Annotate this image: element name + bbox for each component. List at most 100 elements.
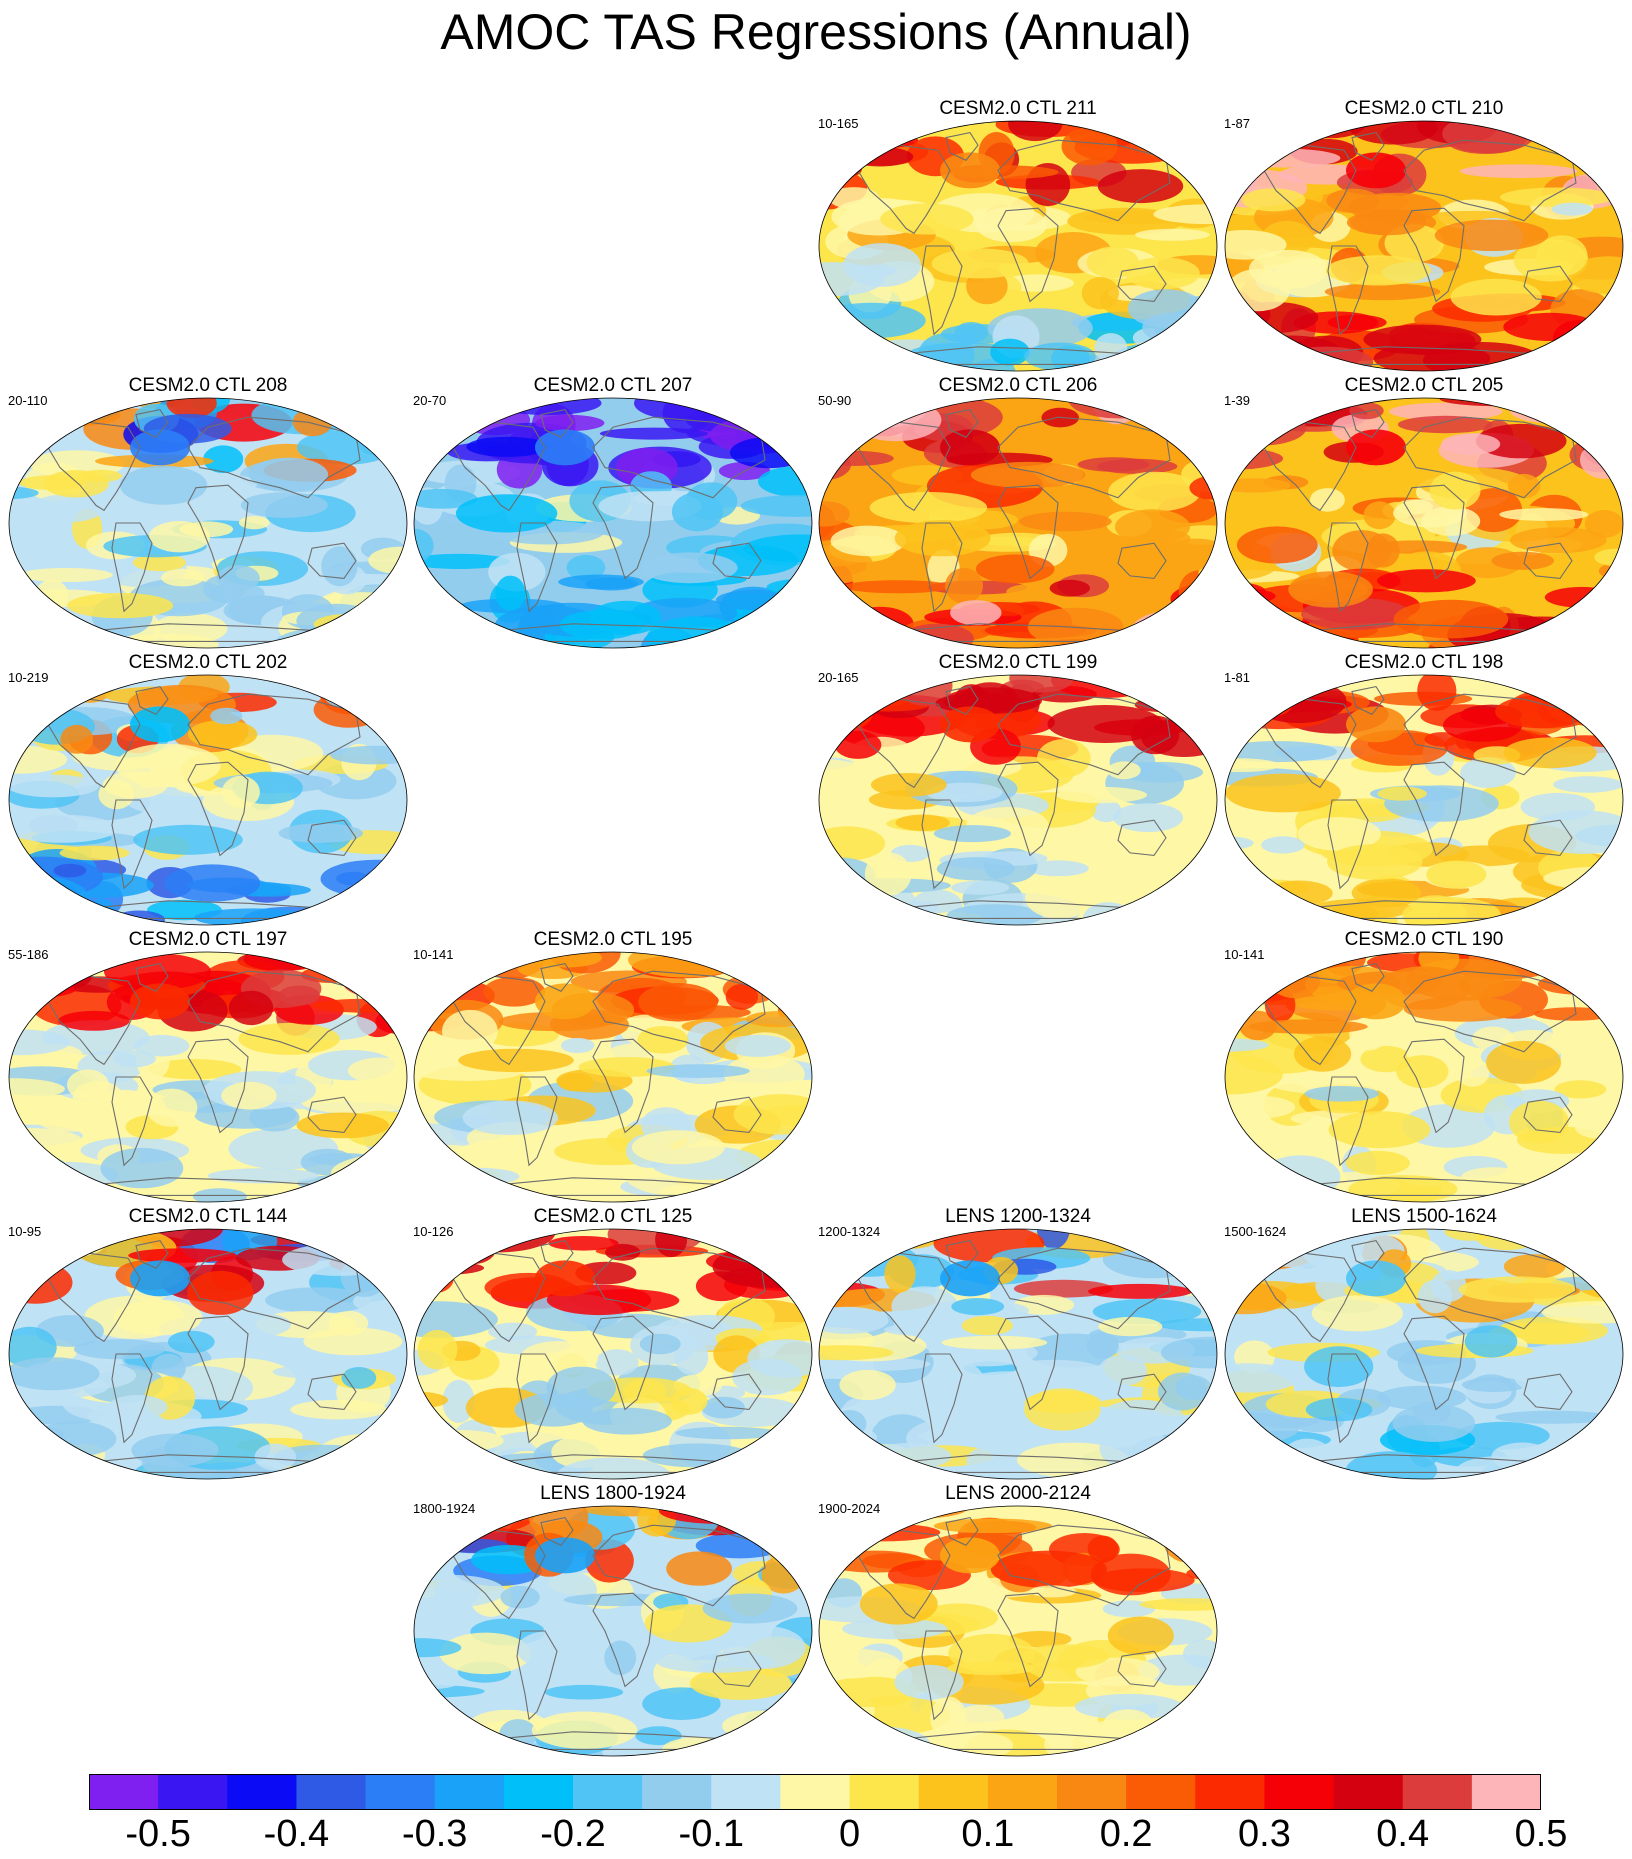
colorbar-tick-label: 0.3 xyxy=(1238,1813,1291,1855)
colorbar-swatch xyxy=(1471,1774,1541,1810)
map-plot xyxy=(818,1505,1218,1757)
colorbar-tick-label: -0.4 xyxy=(263,1813,330,1855)
map-panel: CESM2.0 CTL 190 10-141 xyxy=(1224,929,1624,1203)
colorbar-swatch xyxy=(918,1774,989,1810)
panel-title: CESM2.0 CTL 202 xyxy=(128,652,288,673)
map-plot xyxy=(413,951,813,1203)
panel-year-range: 1-87 xyxy=(1224,116,1251,131)
panel-year-range: 1800-1924 xyxy=(413,1501,476,1516)
colorbar-swatch xyxy=(1057,1774,1127,1810)
panel-year-range: 55-186 xyxy=(8,947,49,962)
panel-title: CESM2.0 CTL 205 xyxy=(1344,375,1504,396)
colorbar-tick-label: 0.2 xyxy=(1099,1813,1153,1855)
map-plot xyxy=(1224,1228,1624,1480)
colorbar-swatch xyxy=(434,1774,505,1810)
map-panel: CESM2.0 CTL 205 1-39 xyxy=(1224,375,1624,649)
panel-year-range: 20-110 xyxy=(8,393,48,408)
panel-year-range: 1-81 xyxy=(1224,670,1251,685)
panel-year-range: 10-141 xyxy=(1224,947,1265,962)
colorbar-tick-label: -0.2 xyxy=(540,1813,606,1855)
panel-title: CESM2.0 CTL 144 xyxy=(128,1206,288,1227)
panel-year-range: 1-39 xyxy=(1224,393,1251,408)
colorbar-tick-label: -0.5 xyxy=(125,1813,191,1855)
colorbar-swatch xyxy=(573,1774,643,1810)
panel-year-range: 20-165 xyxy=(818,670,859,685)
map-panel: LENS 1200-1324 1200-1324 xyxy=(818,1206,1218,1480)
panel-year-range: 10-141 xyxy=(413,947,454,962)
panel-title: CESM2.0 CTL 125 xyxy=(533,1206,693,1227)
colorbar-swatch xyxy=(89,1774,159,1810)
panel-title: CESM2.0 CTL 190 xyxy=(1344,929,1504,950)
panel-year-range: 1900-2024 xyxy=(818,1501,881,1516)
colorbar-swatch xyxy=(503,1774,574,1810)
map-panel: LENS 2000-2124 1900-2024 xyxy=(818,1483,1218,1757)
figure-title: AMOC TAS Regressions (Annual) xyxy=(440,4,1192,60)
map-panel: CESM2.0 CTL 208 20-110 xyxy=(8,375,408,649)
colorbar-tick-label: -0.1 xyxy=(678,1813,745,1855)
map-panel: LENS 1500-1624 1500-1624 xyxy=(1224,1206,1624,1480)
colorbar-tick-label: 0.4 xyxy=(1376,1813,1430,1855)
map-panel: CESM2.0 CTL 144 10-95 xyxy=(8,1206,408,1480)
map-plot xyxy=(8,397,408,649)
colorbar-swatch xyxy=(711,1774,781,1810)
map-plot xyxy=(1224,674,1624,926)
colorbar-swatch xyxy=(1264,1774,1335,1810)
map-plot xyxy=(818,397,1218,649)
panel-title: CESM2.0 CTL 207 xyxy=(533,375,693,396)
map-panel: CESM2.0 CTL 211 10-165 xyxy=(818,98,1218,372)
panel-year-range: 50-90 xyxy=(818,393,852,408)
map-panel: CESM2.0 CTL 210 1-87 xyxy=(1224,98,1624,372)
colorbar-swatch xyxy=(365,1774,436,1810)
colorbar-swatch xyxy=(158,1774,228,1810)
map-plot xyxy=(413,397,813,649)
colorbar-swatch xyxy=(227,1774,297,1810)
map-plot xyxy=(8,1228,408,1480)
panel-year-range: 10-165 xyxy=(818,116,859,131)
panel-title: CESM2.0 CTL 199 xyxy=(938,652,1098,673)
map-plot xyxy=(8,951,408,1203)
panel-title: CESM2.0 CTL 208 xyxy=(128,375,288,396)
colorbar-tick-label: 0.5 xyxy=(1514,1813,1568,1855)
panel-title: CESM2.0 CTL 211 xyxy=(939,98,1097,119)
map-panel: CESM2.0 CTL 199 20-165 xyxy=(818,652,1218,926)
map-plot xyxy=(413,1505,813,1757)
colorbar-swatch xyxy=(642,1774,712,1810)
colorbar-swatch xyxy=(1126,1774,1196,1810)
panel-title: CESM2.0 CTL 197 xyxy=(128,929,288,950)
colorbar xyxy=(89,1774,1541,1810)
map-panel: CESM2.0 CTL 202 10-219 xyxy=(8,652,408,926)
panel-title: LENS 1500-1624 xyxy=(1351,1206,1497,1227)
map-panel: CESM2.0 CTL 125 10-126 xyxy=(413,1206,813,1480)
colorbar-swatch xyxy=(780,1774,851,1810)
map-plot xyxy=(1224,397,1624,649)
map-panel: CESM2.0 CTL 206 50-90 xyxy=(818,375,1218,649)
colorbar-swatch xyxy=(1402,1774,1473,1810)
panel-title: CESM2.0 CTL 198 xyxy=(1344,652,1504,673)
colorbar-swatch xyxy=(1195,1774,1265,1810)
panel-year-range: 1200-1324 xyxy=(818,1224,881,1239)
colorbar-tick-label: 0.1 xyxy=(961,1813,1015,1855)
map-panel: CESM2.0 CTL 195 10-141 xyxy=(413,929,813,1203)
panel-title: CESM2.0 CTL 210 xyxy=(1344,98,1504,119)
panel-year-range: 20-70 xyxy=(413,393,447,408)
map-panel: CESM2.0 CTL 207 20-70 xyxy=(413,375,813,649)
map-plot xyxy=(1224,120,1624,372)
map-panel: CESM2.0 CTL 198 1-81 xyxy=(1224,652,1624,926)
map-plot xyxy=(818,120,1218,372)
panel-title: LENS 2000-2124 xyxy=(945,1483,1091,1504)
map-plot xyxy=(818,674,1218,926)
colorbar-swatch xyxy=(987,1774,1058,1810)
colorbar-tick-label: 0 xyxy=(838,1813,861,1855)
panel-year-range: 1500-1624 xyxy=(1224,1224,1287,1239)
panel-year-range: 10-95 xyxy=(8,1224,42,1239)
colorbar-swatch xyxy=(296,1774,367,1810)
map-panel: CESM2.0 CTL 197 55-186 xyxy=(8,929,408,1203)
map-panel: LENS 1800-1924 1800-1924 xyxy=(413,1483,813,1757)
colorbar-swatch xyxy=(849,1774,920,1810)
panel-title: CESM2.0 CTL 206 xyxy=(938,375,1098,396)
colorbar-tick-label: -0.3 xyxy=(401,1813,468,1855)
map-plot xyxy=(413,1228,813,1480)
panel-title: CESM2.0 CTL 195 xyxy=(533,929,693,950)
panel-title: LENS 1200-1324 xyxy=(945,1206,1091,1227)
panel-title: LENS 1800-1924 xyxy=(540,1483,686,1504)
